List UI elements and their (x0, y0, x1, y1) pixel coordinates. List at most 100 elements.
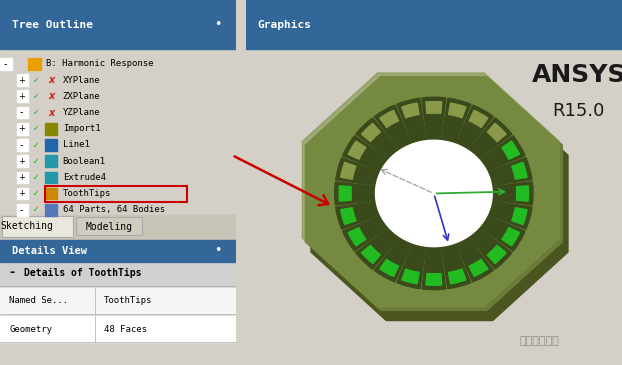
Wedge shape (512, 208, 527, 224)
Wedge shape (455, 105, 493, 152)
Bar (45, 139, 57, 151)
Wedge shape (336, 158, 384, 186)
Text: Details of ToothTips: Details of ToothTips (24, 268, 141, 278)
Wedge shape (442, 242, 471, 289)
Text: +: + (18, 173, 25, 182)
Bar (17, 107, 29, 118)
Bar (76, 217, 142, 235)
Wedge shape (341, 208, 356, 224)
Text: ✓: ✓ (33, 173, 39, 182)
Wedge shape (512, 162, 527, 179)
Text: ✓: ✓ (33, 92, 39, 101)
Text: ✓: ✓ (33, 141, 39, 150)
Wedge shape (484, 158, 532, 186)
Bar (2, 216, 73, 237)
Bar (45, 155, 57, 167)
Wedge shape (516, 186, 529, 201)
Wedge shape (442, 98, 471, 145)
Text: XYPlane: XYPlane (63, 76, 100, 85)
Bar (0, 240, 236, 262)
Bar (0, 316, 236, 342)
Wedge shape (455, 235, 493, 282)
Bar (17, 139, 29, 151)
Text: +: + (18, 157, 25, 166)
Text: •: • (214, 18, 221, 31)
Wedge shape (397, 98, 426, 145)
Wedge shape (374, 105, 413, 152)
Wedge shape (477, 136, 525, 173)
Bar (45, 204, 57, 216)
Bar (0, 260, 236, 286)
Wedge shape (361, 123, 381, 142)
Bar (17, 91, 29, 102)
Bar (0, 0, 236, 49)
Polygon shape (311, 87, 568, 320)
Bar (0, 288, 236, 314)
Wedge shape (361, 245, 381, 264)
Polygon shape (376, 140, 492, 247)
Text: ToothTips: ToothTips (104, 296, 152, 305)
Wedge shape (335, 182, 381, 205)
Text: ✓: ✓ (33, 108, 39, 117)
Text: Graphics: Graphics (257, 20, 311, 30)
Text: R15.0: R15.0 (552, 102, 605, 120)
Wedge shape (336, 201, 384, 229)
Text: Line1: Line1 (63, 141, 90, 150)
Bar (17, 188, 29, 200)
Wedge shape (397, 242, 426, 289)
Text: Import1: Import1 (63, 124, 100, 133)
Text: Geometry: Geometry (9, 325, 52, 334)
Text: Extrude4: Extrude4 (63, 173, 106, 182)
Polygon shape (305, 77, 562, 310)
Wedge shape (487, 245, 506, 264)
Text: •: • (214, 244, 221, 257)
Wedge shape (426, 101, 442, 114)
Wedge shape (374, 235, 413, 282)
Bar (45, 186, 187, 202)
Text: -: - (20, 205, 24, 215)
Wedge shape (422, 97, 446, 142)
Wedge shape (477, 214, 525, 251)
Wedge shape (341, 162, 356, 179)
Wedge shape (343, 136, 391, 173)
Text: x: x (49, 108, 55, 118)
Wedge shape (467, 118, 512, 161)
Bar (45, 188, 57, 200)
Text: ✓: ✓ (33, 76, 39, 85)
Wedge shape (348, 141, 366, 159)
Wedge shape (469, 110, 488, 127)
Bar (0, 58, 12, 70)
Text: B: Harmonic Response: B: Harmonic Response (46, 59, 154, 68)
Text: ANSYS: ANSYS (531, 63, 622, 87)
Text: x: x (49, 91, 55, 101)
Wedge shape (467, 226, 512, 269)
Wedge shape (380, 110, 399, 127)
Text: Details View: Details View (12, 246, 87, 256)
Text: ✓: ✓ (33, 124, 39, 133)
Bar (17, 204, 29, 216)
Text: Named Se...: Named Se... (9, 296, 68, 305)
Text: ✓: ✓ (33, 189, 39, 198)
Wedge shape (356, 226, 401, 269)
Text: ToothTips: ToothTips (63, 189, 111, 198)
Wedge shape (502, 228, 519, 246)
Wedge shape (426, 273, 442, 285)
Text: x: x (49, 75, 55, 85)
Text: ✓: ✓ (33, 205, 39, 214)
Text: ZXPlane: ZXPlane (63, 92, 100, 101)
Text: +: + (18, 76, 25, 85)
Bar (17, 172, 29, 183)
Text: +: + (18, 189, 25, 198)
Bar (0, 215, 236, 239)
Text: YZPlane: YZPlane (63, 108, 100, 117)
Text: ✓: ✓ (33, 157, 39, 166)
Wedge shape (343, 214, 391, 251)
Bar (2, 216, 73, 237)
Wedge shape (448, 269, 466, 284)
Wedge shape (487, 182, 533, 205)
Polygon shape (302, 73, 559, 307)
Text: -: - (9, 266, 14, 279)
Text: 64 Parts, 64 Bodies: 64 Parts, 64 Bodies (63, 205, 165, 214)
Text: -: - (4, 59, 7, 69)
Text: Sketching: Sketching (1, 220, 53, 231)
